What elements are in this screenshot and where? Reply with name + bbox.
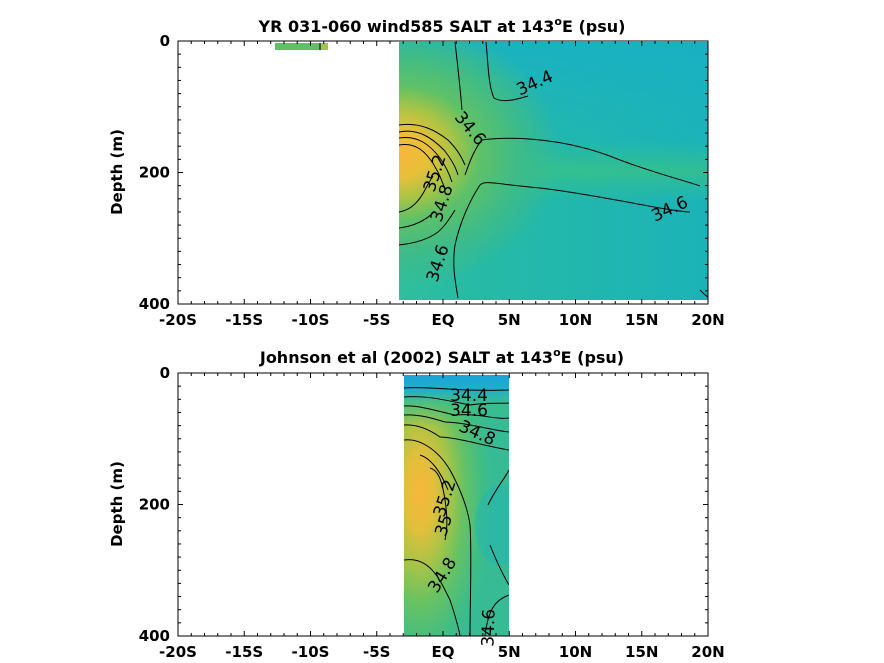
- top-panel: YR 031-060 wind585 SALT at 143oE (psu): [108, 15, 725, 329]
- top-salinity-field: [399, 42, 708, 300]
- top-x-tick-label: -10S: [292, 311, 330, 329]
- bottom-x-tick-label: -10S: [292, 643, 330, 661]
- top-y-tick-label: 400: [139, 295, 170, 313]
- bottom-y-tick-label: 400: [139, 627, 170, 645]
- bottom-y-tick-label: 200: [139, 496, 170, 514]
- bottom-x-tick-label: 20N: [691, 643, 724, 661]
- bottom-y-tick-labels: 0 200 400: [139, 364, 170, 645]
- bottom-x-tick-label: -15S: [225, 643, 263, 661]
- bottom-x-tick-labels: -20S -15S -10S -5S EQ 5N 10N 15N 20N: [159, 643, 725, 661]
- top-surface-patch: [275, 43, 328, 50]
- bottom-minor-ticks: [177, 372, 709, 637]
- top-x-tick-labels: -20S -15S -10S -5S EQ 5N 10N 15N 20N: [159, 311, 725, 329]
- bottom-contour-label-0: 34.4: [450, 386, 488, 406]
- bottom-x-tick-label: EQ: [432, 643, 455, 661]
- bottom-x-tick-label: -5S: [363, 643, 390, 661]
- top-y-tick-labels: 0 200 400: [139, 32, 170, 313]
- top-x-tick-label: 10N: [559, 311, 592, 329]
- bottom-panel-title: Johnson et al (2002) SALT at 143oE (psu): [259, 346, 624, 367]
- top-x-tick-label: 5N: [498, 311, 521, 329]
- top-x-tick-label: 20N: [691, 311, 724, 329]
- top-x-tick-label: -15S: [225, 311, 263, 329]
- bottom-x-tick-label: -20S: [159, 643, 197, 661]
- bottom-x-tick-label: 15N: [625, 643, 658, 661]
- bottom-y-tick-label: 0: [160, 364, 170, 382]
- bottom-salinity-field: [404, 375, 509, 636]
- top-y-tick-label: 0: [160, 32, 170, 50]
- bottom-x-tick-label: 10N: [559, 643, 592, 661]
- bottom-contour-labels: 34.4 34.6 34.8 35.2 35 34.8 34.6: [424, 386, 499, 647]
- top-minor-ticks: [177, 40, 709, 305]
- top-y-axis-label: Depth (m): [108, 129, 126, 215]
- top-panel-title: YR 031-060 wind585 SALT at 143oE (psu): [258, 15, 626, 36]
- top-y-tick-label: 200: [139, 164, 170, 182]
- bottom-y-axis-label: Depth (m): [108, 461, 126, 547]
- top-x-tick-label: 15N: [625, 311, 658, 329]
- top-x-tick-label: -5S: [363, 311, 390, 329]
- top-x-tick-label: EQ: [432, 311, 455, 329]
- bottom-contour-label-6: 34.6: [478, 609, 499, 648]
- bottom-panel: Johnson et al (2002) SALT at 143oE (psu): [108, 346, 725, 661]
- bottom-x-tick-label: 5N: [498, 643, 521, 661]
- top-x-tick-label: -20S: [159, 311, 197, 329]
- bottom-contour-label-1: 34.6: [450, 401, 488, 421]
